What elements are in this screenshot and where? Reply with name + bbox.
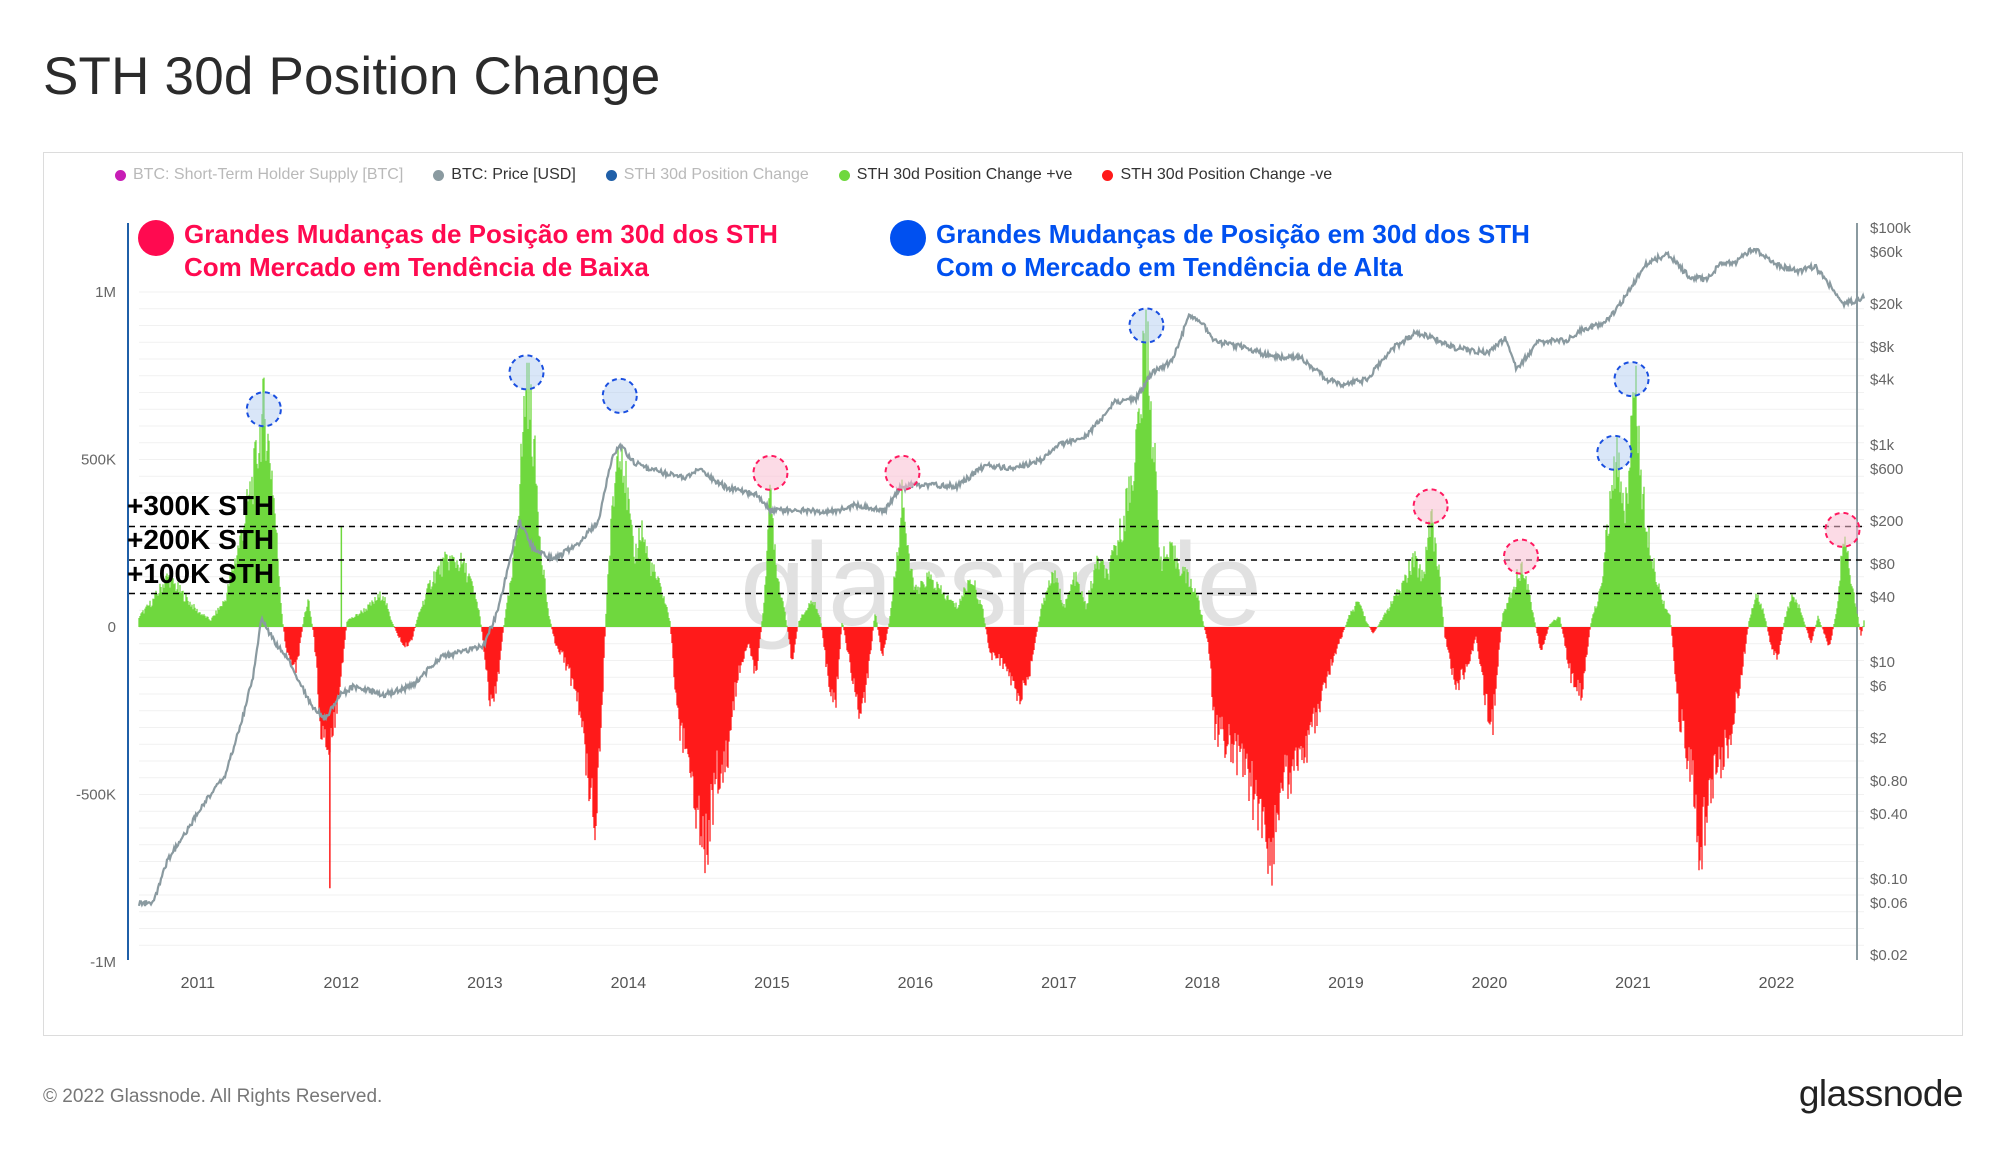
chart-frame [43,152,1963,1036]
y-right-tick: $4k [1870,372,1895,389]
annotation-bear-line1: Grandes Mudanças de Posição em 30d dos S… [184,219,778,249]
annotation-bull-line1: Grandes Mudanças de Posição em 30d dos S… [936,219,1530,249]
footer-logo[interactable]: glassnode [1798,1073,1964,1114]
y-right-tick: $0.02 [1870,947,1908,964]
page-title: STH 30d Position Change [43,47,661,106]
footer-copyright: © 2022 Glassnode. All Rights Reserved. [43,1086,383,1107]
bear-peak-marker [1503,538,1540,575]
bull-peak-marker [1613,361,1650,398]
bull-peak-marker [601,377,638,414]
x-tick: 2018 [1185,975,1221,992]
y-left-tick: 0 [108,619,116,636]
y-right-tick: $40 [1870,589,1895,606]
x-tick: 2020 [1472,975,1508,992]
x-tick: 2019 [1328,975,1364,992]
threshold-label-200k: +200K STH [127,524,275,555]
x-tick: 2012 [324,975,360,992]
legend-label: BTC: Price [USD] [451,166,576,183]
threshold-label-100k: +100K STH [127,558,275,589]
y-right-tick: $0.06 [1870,895,1908,912]
legend-item-negative[interactable]: STH 30d Position Change -ve [1102,166,1332,184]
y-right-tick: $200 [1870,513,1903,530]
legend-item-positive[interactable]: STH 30d Position Change +ve [838,166,1073,184]
y-right-tick: $2 [1870,730,1887,747]
legend-item-price[interactable]: BTC: Price [USD] [433,166,576,184]
bull-peak-marker [1128,307,1165,344]
legend-dot-icon [1102,169,1114,181]
bull-peak-marker [1596,434,1633,471]
bear-peak-marker [884,454,921,491]
y-right-tick: $1k [1870,437,1895,454]
legend-dot-icon [115,169,126,181]
x-tick: 2013 [467,975,503,992]
y-right-tick: $8k [1870,339,1895,356]
legend-label: STH 30d Position Change -ve [1120,166,1333,183]
legend-dot-icon [605,169,617,181]
y-right-tick: $6 [1870,678,1887,695]
y-right-tick: $100k [1870,220,1911,237]
bear-peak-marker [1412,488,1449,525]
negative-bars [283,627,1863,886]
x-tick: 2014 [611,975,647,992]
series-negative [283,627,1863,886]
y-left-tick: 1M [95,284,116,301]
annotation-bull-line2: Com o Mercado em Tendência de Alta [936,252,1403,282]
x-tick: 2022 [1759,975,1795,992]
bull-peak-marker [508,354,545,391]
y-right-tick: $0.80 [1870,773,1908,790]
y-right-tick: $80 [1870,556,1895,573]
blue-circle-icon [890,220,926,256]
y-left-tick: -1M [90,954,116,971]
bear-peak-marker [1824,511,1861,548]
x-tick: 2016 [898,975,934,992]
y-right-tick: $0.40 [1870,806,1908,823]
series-positive [138,309,1865,627]
y-right-tick: $20k [1870,296,1903,313]
positive-bars [138,309,1865,627]
legend-label: BTC: Short-Term Holder Supply [BTC] [133,166,404,183]
y-right-tick: $10 [1870,654,1895,671]
chart-legend: BTC: Short-Term Holder Supply [BTC] BTC:… [115,166,1332,184]
threshold-label-300k: +300K STH [127,490,275,521]
annotation-bear: Grandes Mudanças de Posição em 30d dos S… [138,218,778,284]
annotation-bear-line2: Com Mercado em Tendência de Baixa [184,252,649,282]
y-right-tick: $600 [1870,461,1903,478]
red-circle-icon [138,220,174,256]
x-tick: 2017 [1041,975,1077,992]
bear-peak-marker [752,454,789,491]
price-line [137,246,1866,908]
legend-item-position-change[interactable]: STH 30d Position Change [605,166,809,184]
y-right-tick: $60k [1870,244,1903,261]
y-left-tick: 500K [81,452,116,469]
annotation-bull: Grandes Mudanças de Posição em 30d dos S… [890,218,1530,284]
legend-dot-icon [433,169,445,181]
y-left-tick: -500K [76,787,116,804]
bull-peak-marker [245,391,282,428]
y-right-tick: $0.10 [1870,871,1908,888]
x-tick: 2021 [1615,975,1651,992]
legend-item-sth-supply[interactable]: BTC: Short-Term Holder Supply [BTC] [115,166,403,184]
legend-label: STH 30d Position Change [623,166,809,183]
legend-dot-icon [838,169,850,181]
x-tick: 2015 [754,975,790,992]
legend-label: STH 30d Position Change +ve [856,166,1073,183]
x-tick: 2011 [181,975,216,992]
